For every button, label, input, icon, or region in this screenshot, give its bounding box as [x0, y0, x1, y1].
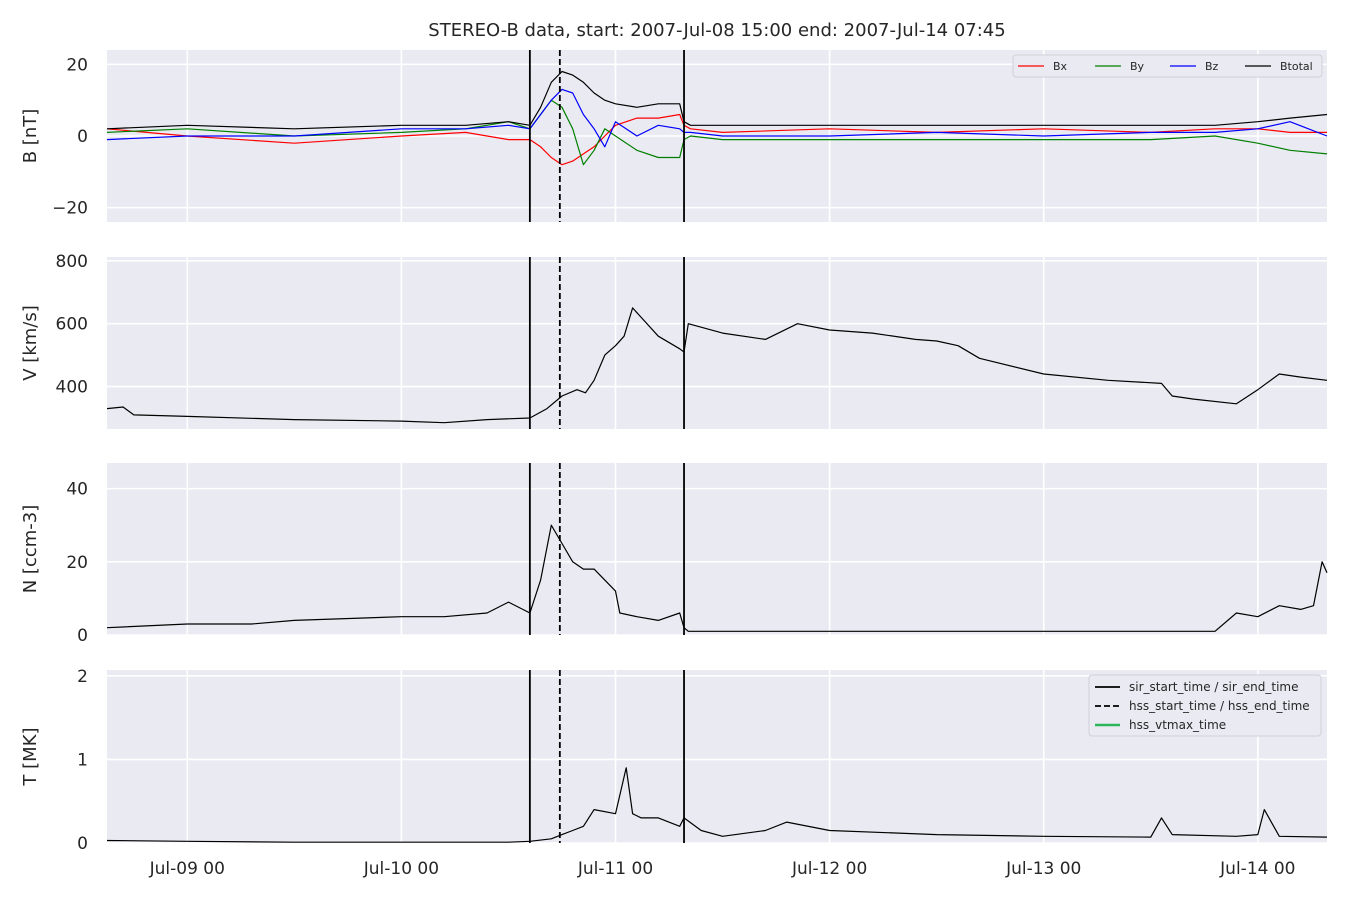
- ylabel-b: B [nT]: [20, 109, 41, 164]
- panel-v-background: [107, 257, 1327, 429]
- series-b-bx: [106, 113, 1327, 166]
- ytick-label-b-0: −20: [52, 199, 88, 219]
- series-v-line: [106, 307, 1328, 424]
- ytick-label-n-1: 20: [66, 553, 88, 573]
- legend-t-box: [1088, 674, 1322, 737]
- legend-t-label-vtmax: hss_vtmax_time: [1129, 718, 1226, 732]
- series-b-bz: [106, 88, 1328, 148]
- ytick-label-v-1: 600: [56, 315, 88, 335]
- ytick-label-b-1: 0: [77, 127, 88, 147]
- series-t-line: [106, 767, 1328, 843]
- ylabel-n: N [ccm-3]: [20, 505, 41, 594]
- panel-n: 0 20 40 N [ccm-3]: [20, 463, 1328, 646]
- legend-b-label-bx: Bx: [1053, 60, 1068, 73]
- ytick-label-t-0: 0: [77, 834, 88, 854]
- panel-v: 400 600 800 V [km/s]: [20, 252, 1328, 429]
- xtick-label-5: Jul-14 00: [1219, 859, 1295, 879]
- ytick-label-v-0: 400: [56, 378, 88, 398]
- ytick-label-t-2: 2: [77, 667, 88, 687]
- series-b-btotal: [106, 70, 1328, 130]
- legend-b-label-bz: Bz: [1205, 60, 1219, 73]
- legend-b-box: [1012, 54, 1323, 78]
- xtick-label-3: Jul-12 00: [791, 859, 867, 879]
- series-b-by: [106, 99, 1328, 166]
- ylabel-v: V [km/s]: [20, 305, 41, 380]
- ytick-label-v-2: 800: [56, 252, 88, 272]
- panel-n-background: [107, 463, 1327, 635]
- xtick-label-2: Jul-11 00: [577, 859, 653, 879]
- legend-t-label-sir: sir_start_time / sir_end_time: [1129, 680, 1299, 694]
- xtick-label-4: Jul-13 00: [1005, 859, 1081, 879]
- xtick-label-0: Jul-09 00: [149, 859, 225, 879]
- legend-b-label-by: By: [1130, 60, 1145, 73]
- ylabel-t: T [MK]: [20, 727, 41, 786]
- legend-t-label-hss: hss_start_time / hss_end_time: [1129, 699, 1310, 713]
- ytick-label-t-1: 1: [77, 750, 88, 770]
- series-n-line: [106, 524, 1328, 632]
- chart-title: STEREO-B data, start: 2007-Jul-08 15:00 …: [428, 20, 1005, 41]
- xtick-label-1: Jul-10 00: [363, 859, 439, 879]
- ytick-label-n-0: 0: [77, 626, 88, 646]
- legend-b-label-btotal: Btotal: [1280, 60, 1313, 73]
- ytick-label-n-2: 40: [66, 480, 88, 500]
- ytick-label-b-2: 20: [66, 55, 88, 75]
